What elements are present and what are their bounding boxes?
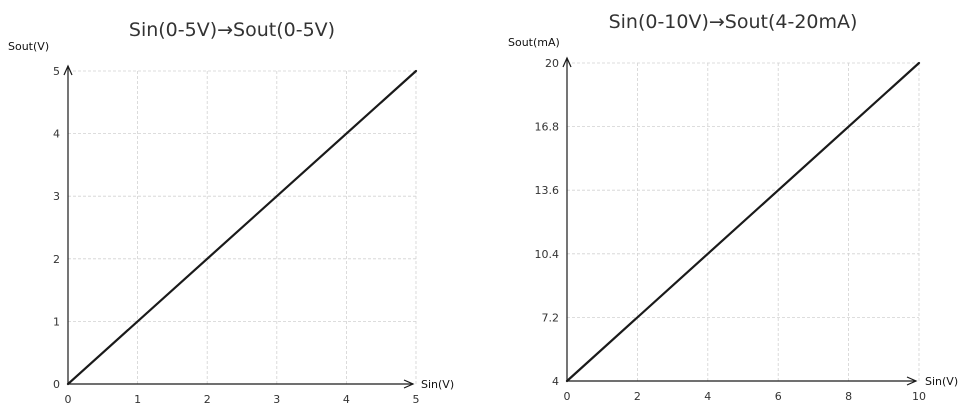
chart-right-plot: 0 2 4 6 8 10 4 7.2 10.4 13.6 16.8 20	[535, 56, 926, 403]
chart-right-y-tick-label: 10.4	[535, 248, 560, 261]
chart-left-x-tick-label: 4	[343, 393, 350, 405]
chart-right-y-tick-label: 7.2	[542, 311, 560, 324]
chart-left-y-tick-label: 1	[53, 315, 60, 328]
chart-right-y-tick-label: 4	[552, 375, 559, 388]
chart-right-title: Sin(0-10V)→Sout(4-20mA)	[609, 11, 858, 33]
chart-left-y-tick-label: 0	[53, 378, 60, 391]
chart-left-x-axis-arrow	[403, 379, 415, 389]
chart-right-x-tick-label: 0	[564, 390, 571, 403]
chart-left-x-axis-label: Sin(V)	[421, 378, 454, 391]
chart-left-x-tick-label: 0	[65, 393, 72, 405]
chart-right-y-tick-label: 20	[545, 57, 559, 70]
chart-right-x-tick-label: 8	[845, 390, 852, 403]
chart-left-x-tick-label: 3	[273, 393, 280, 405]
chart-left-y-axis-arrow	[63, 64, 73, 76]
chart-right-x-axis-label: Sin(V)	[925, 375, 958, 388]
chart-left-y-tick-label: 5	[53, 65, 60, 78]
chart-left: Sin(0-5V)→Sout(0-5V) Sout(V) Sin(V) 0 1 2 3…	[8, 19, 454, 405]
chart-right-y-tick-label: 13.6	[535, 184, 560, 197]
chart-right-x-tick-label: 10	[912, 390, 926, 403]
chart-left-x-tick-label: 1	[134, 393, 141, 405]
chart-left-y-axis-label: Sout(V)	[8, 40, 49, 53]
chart-right-y-axis-label: Sout(mA)	[508, 36, 560, 49]
chart-left-y-tick-label: 3	[53, 190, 60, 203]
chart-left-title: Sin(0-5V)→Sout(0-5V)	[129, 19, 335, 41]
chart-left-x-tick-label: 2	[204, 393, 211, 405]
chart-right-x-tick-label: 2	[634, 390, 641, 403]
chart-right-x-tick-label: 4	[704, 390, 711, 403]
chart-right-series-line	[565, 61, 921, 383]
chart-left-plot: 0 1 2 3 4 5 0 1 2 3 4 5	[53, 64, 420, 405]
chart-right-x-axis-arrow	[906, 376, 918, 386]
chart-left-y-tick-label: 4	[53, 128, 60, 141]
chart-left-series-line	[66, 69, 418, 386]
chart-left-x-tick-label: 5	[413, 393, 420, 405]
chart-right-y-axis-arrow	[562, 56, 572, 68]
chart-left-y-tick-label: 2	[53, 253, 60, 266]
chart-right: Sin(0-10V)→Sout(4-20mA) Sout(mA) Sin(V) …	[508, 11, 958, 403]
chart-right-y-tick-label: 16.8	[535, 121, 560, 134]
chart-right-x-tick-label: 6	[775, 390, 782, 403]
